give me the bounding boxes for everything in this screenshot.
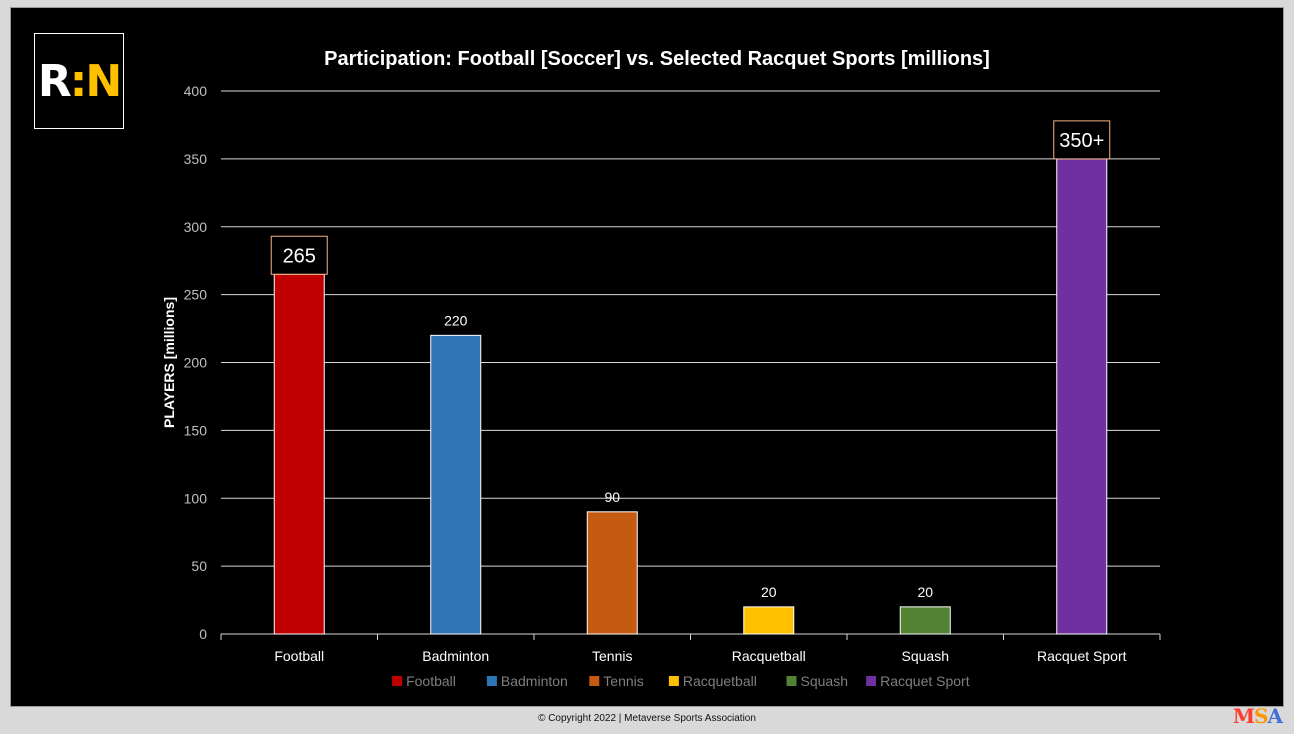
legend-swatch <box>668 676 679 686</box>
bar <box>273 273 325 635</box>
data-label: 265 <box>283 245 316 267</box>
legend-swatch <box>866 676 877 686</box>
msa-logo: MSA <box>1232 704 1283 728</box>
data-label: 20 <box>917 584 933 600</box>
y-tick-label: 50 <box>191 558 207 574</box>
logo-colon: : <box>69 55 88 107</box>
legend-swatch <box>486 676 497 686</box>
data-label: 20 <box>761 584 777 600</box>
y-tick-label: 250 <box>184 287 208 303</box>
copyright-footer: © Copyright 2022 | Metaverse Sports Asso… <box>538 713 756 724</box>
legend-label: Squash <box>801 673 848 689</box>
x-tick-label: Racquetball <box>732 648 806 664</box>
bar <box>1056 158 1108 635</box>
y-tick-label: 350 <box>184 151 208 167</box>
x-tick-label: Football <box>274 648 324 664</box>
data-label-box <box>270 235 328 275</box>
logo-letter-r: R <box>37 55 72 107</box>
y-axis-label: PLAYERS [millions] <box>161 297 177 428</box>
x-tick-label: Tennis <box>592 648 632 664</box>
bar <box>430 334 482 635</box>
y-tick-label: 300 <box>184 219 208 235</box>
bar <box>743 606 795 635</box>
chart-title: Participation: Football [Soccer] vs. Sel… <box>324 48 990 70</box>
data-label: 90 <box>604 489 620 505</box>
y-tick-label: 100 <box>184 490 208 506</box>
legend-swatch <box>392 676 403 686</box>
data-label: 350+ <box>1059 130 1104 152</box>
y-tick-label: 400 <box>184 83 208 99</box>
legend-label: Badminton <box>501 673 568 689</box>
legend-swatch <box>786 676 797 686</box>
msa-logo-m: M <box>1232 704 1255 728</box>
y-tick-label: 200 <box>184 355 208 371</box>
rn-logo: R:N <box>34 33 124 129</box>
legend-label: Racquet Sport <box>880 673 970 689</box>
msa-logo-a: A <box>1267 704 1283 728</box>
msa-logo-s: S <box>1254 704 1268 728</box>
legend-label: Tennis <box>603 673 643 689</box>
data-label-box <box>1053 120 1111 160</box>
y-tick-label: 0 <box>199 626 207 642</box>
x-tick-label: Squash <box>902 648 949 664</box>
legend-label: Racquetball <box>683 673 757 689</box>
bar <box>586 511 638 635</box>
legend-swatch <box>589 676 600 686</box>
logo-letter-n: N <box>85 55 122 107</box>
legend-label: Football <box>406 673 456 689</box>
y-tick-label: 150 <box>184 422 208 438</box>
data-label: 220 <box>444 312 468 328</box>
x-tick-label: Racquet Sport <box>1037 648 1127 664</box>
bar <box>899 606 951 635</box>
x-tick-label: Badminton <box>422 648 489 664</box>
